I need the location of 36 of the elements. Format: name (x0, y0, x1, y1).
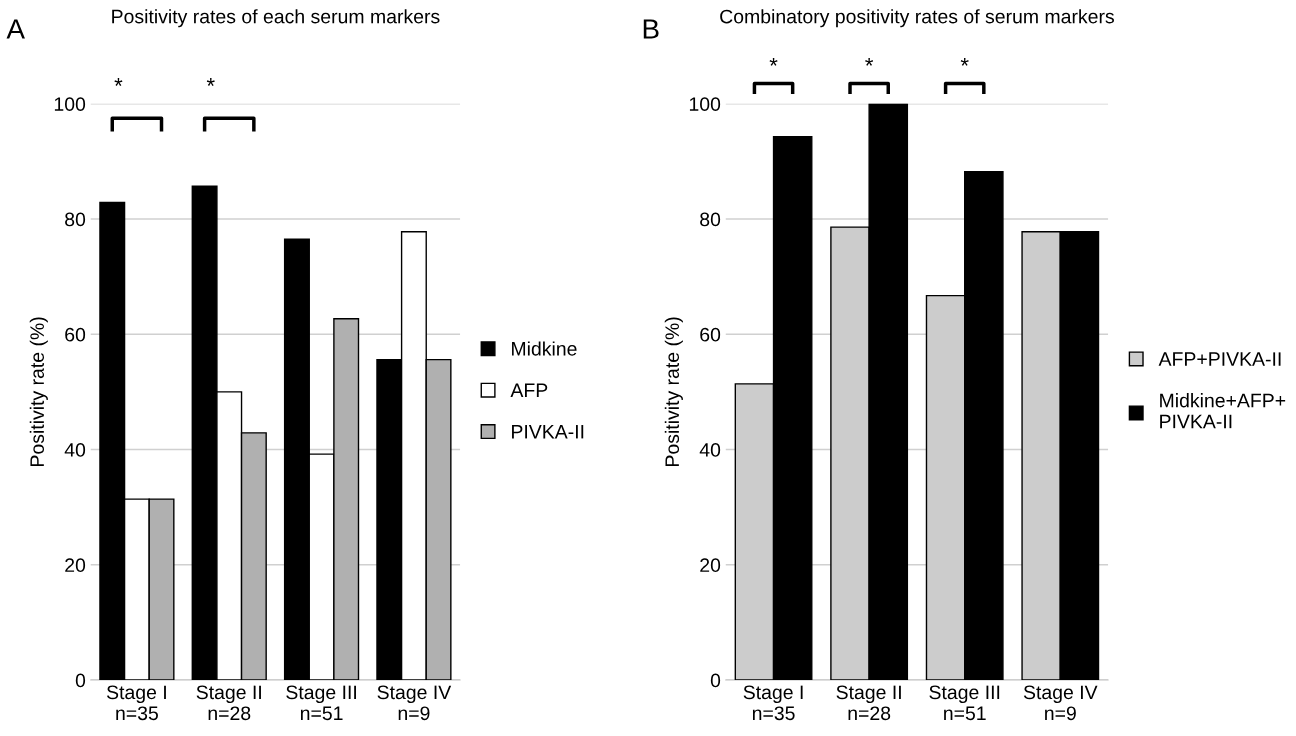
text: * (114, 78, 123, 86)
y-tick-label: 60 (700, 327, 721, 342)
y-tick-label: 0 (710, 673, 721, 688)
y-tick-label: 60 (65, 327, 86, 342)
legend-label: Midkine+AFP+ PIVKA-II (1160, 393, 1286, 429)
y-tick-label: 20 (65, 558, 86, 573)
x-tick-label: Stage IV n=9 (377, 685, 452, 721)
y-tick-label: 80 (65, 212, 86, 227)
y-tick-label: 100 (54, 97, 86, 112)
y-tick-label: 0 (75, 673, 86, 688)
text: * (865, 57, 874, 66)
y-tick-label: 40 (64, 443, 86, 457)
legend-label: PIVKA-II (512, 425, 584, 439)
legend-label: Midkine (512, 341, 577, 356)
legend-label: AFP+PIVKA-II (1158, 352, 1281, 366)
text: B (643, 19, 659, 39)
y-axis-title: Positivity rate (%) (29, 317, 48, 466)
y-tick-label: 20 (700, 558, 721, 573)
y-axis-title: Positivity rate (%) (664, 317, 683, 466)
x-tick-label: Stage II n=28 (836, 685, 901, 721)
y-tick-label: 40 (699, 443, 721, 457)
text: * (769, 57, 778, 66)
chart-title: Positivity rates of each serum markers (112, 9, 440, 28)
x-tick-label: Stage II n=28 (196, 685, 261, 721)
x-tick-label: Stage III n=51 (286, 685, 356, 721)
legend-label: AFP (510, 383, 548, 397)
text: * (206, 78, 215, 86)
y-tick-label: 100 (689, 97, 721, 112)
x-tick-label: Stage IV n=9 (1023, 685, 1098, 721)
text: * (960, 57, 969, 66)
y-tick-label: 80 (700, 212, 721, 227)
x-tick-label: Stage III n=51 (929, 685, 1000, 721)
chart-title: Combinatory positivity rates of serum markers (720, 9, 1114, 28)
x-tick-label: Stage I n=35 (743, 685, 803, 721)
x-tick-label: Stage I n=35 (106, 685, 166, 721)
text: A (6, 19, 25, 39)
